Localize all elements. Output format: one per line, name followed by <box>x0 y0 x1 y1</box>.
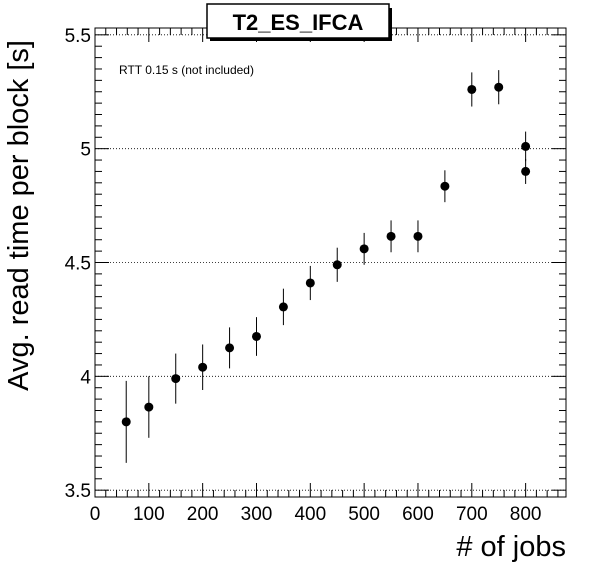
data-point <box>144 402 154 412</box>
data-point <box>440 181 450 191</box>
grid <box>95 34 566 491</box>
data-point <box>251 331 261 341</box>
x-tick-label: 500 <box>348 504 380 525</box>
chart-title: T2_ES_IFCA <box>233 10 364 35</box>
data-point <box>332 260 342 270</box>
y-tick-label: 5.5 <box>65 26 91 47</box>
chart-title-box: T2_ES_IFCA <box>206 3 392 41</box>
data-point <box>494 82 504 92</box>
x-tick-label: 400 <box>294 504 326 525</box>
x-axis-title: # of jobs <box>456 531 566 563</box>
x-tick-label: 700 <box>456 504 488 525</box>
y-tick-label: 3.5 <box>65 481 91 502</box>
y-tick-label: 4 <box>80 367 91 388</box>
tick-labels: 3.5 4 4.5 5 5.5 0 100 200 300 400 500 600 700 800 <box>65 26 542 525</box>
axis-ticks <box>94 28 566 497</box>
data-point <box>171 374 181 384</box>
data-point <box>386 231 396 241</box>
data-points <box>121 70 531 463</box>
data-point <box>225 343 235 353</box>
x-tick-label: 0 <box>90 504 101 525</box>
x-tick-label: 800 <box>510 504 542 525</box>
y-tick-label: 5 <box>80 140 91 161</box>
data-point <box>521 141 531 151</box>
data-point <box>413 231 423 241</box>
plot-frame <box>94 27 567 498</box>
x-tick-label: 300 <box>241 504 273 525</box>
x-tick-label: 100 <box>133 504 165 525</box>
data-point <box>305 278 315 288</box>
y-tick-label: 4.5 <box>65 254 91 275</box>
data-point <box>467 84 477 94</box>
data-point <box>278 302 288 312</box>
annotation: RTT 0.15 s (not included) <box>119 63 254 77</box>
x-tick-label: 600 <box>402 504 434 525</box>
y-axis-title: Avg. read time per block [s] <box>3 40 35 391</box>
data-point <box>521 166 531 176</box>
data-point <box>198 362 208 372</box>
data-point <box>359 244 369 254</box>
data-point <box>121 417 131 427</box>
x-tick-label: 200 <box>187 504 219 525</box>
